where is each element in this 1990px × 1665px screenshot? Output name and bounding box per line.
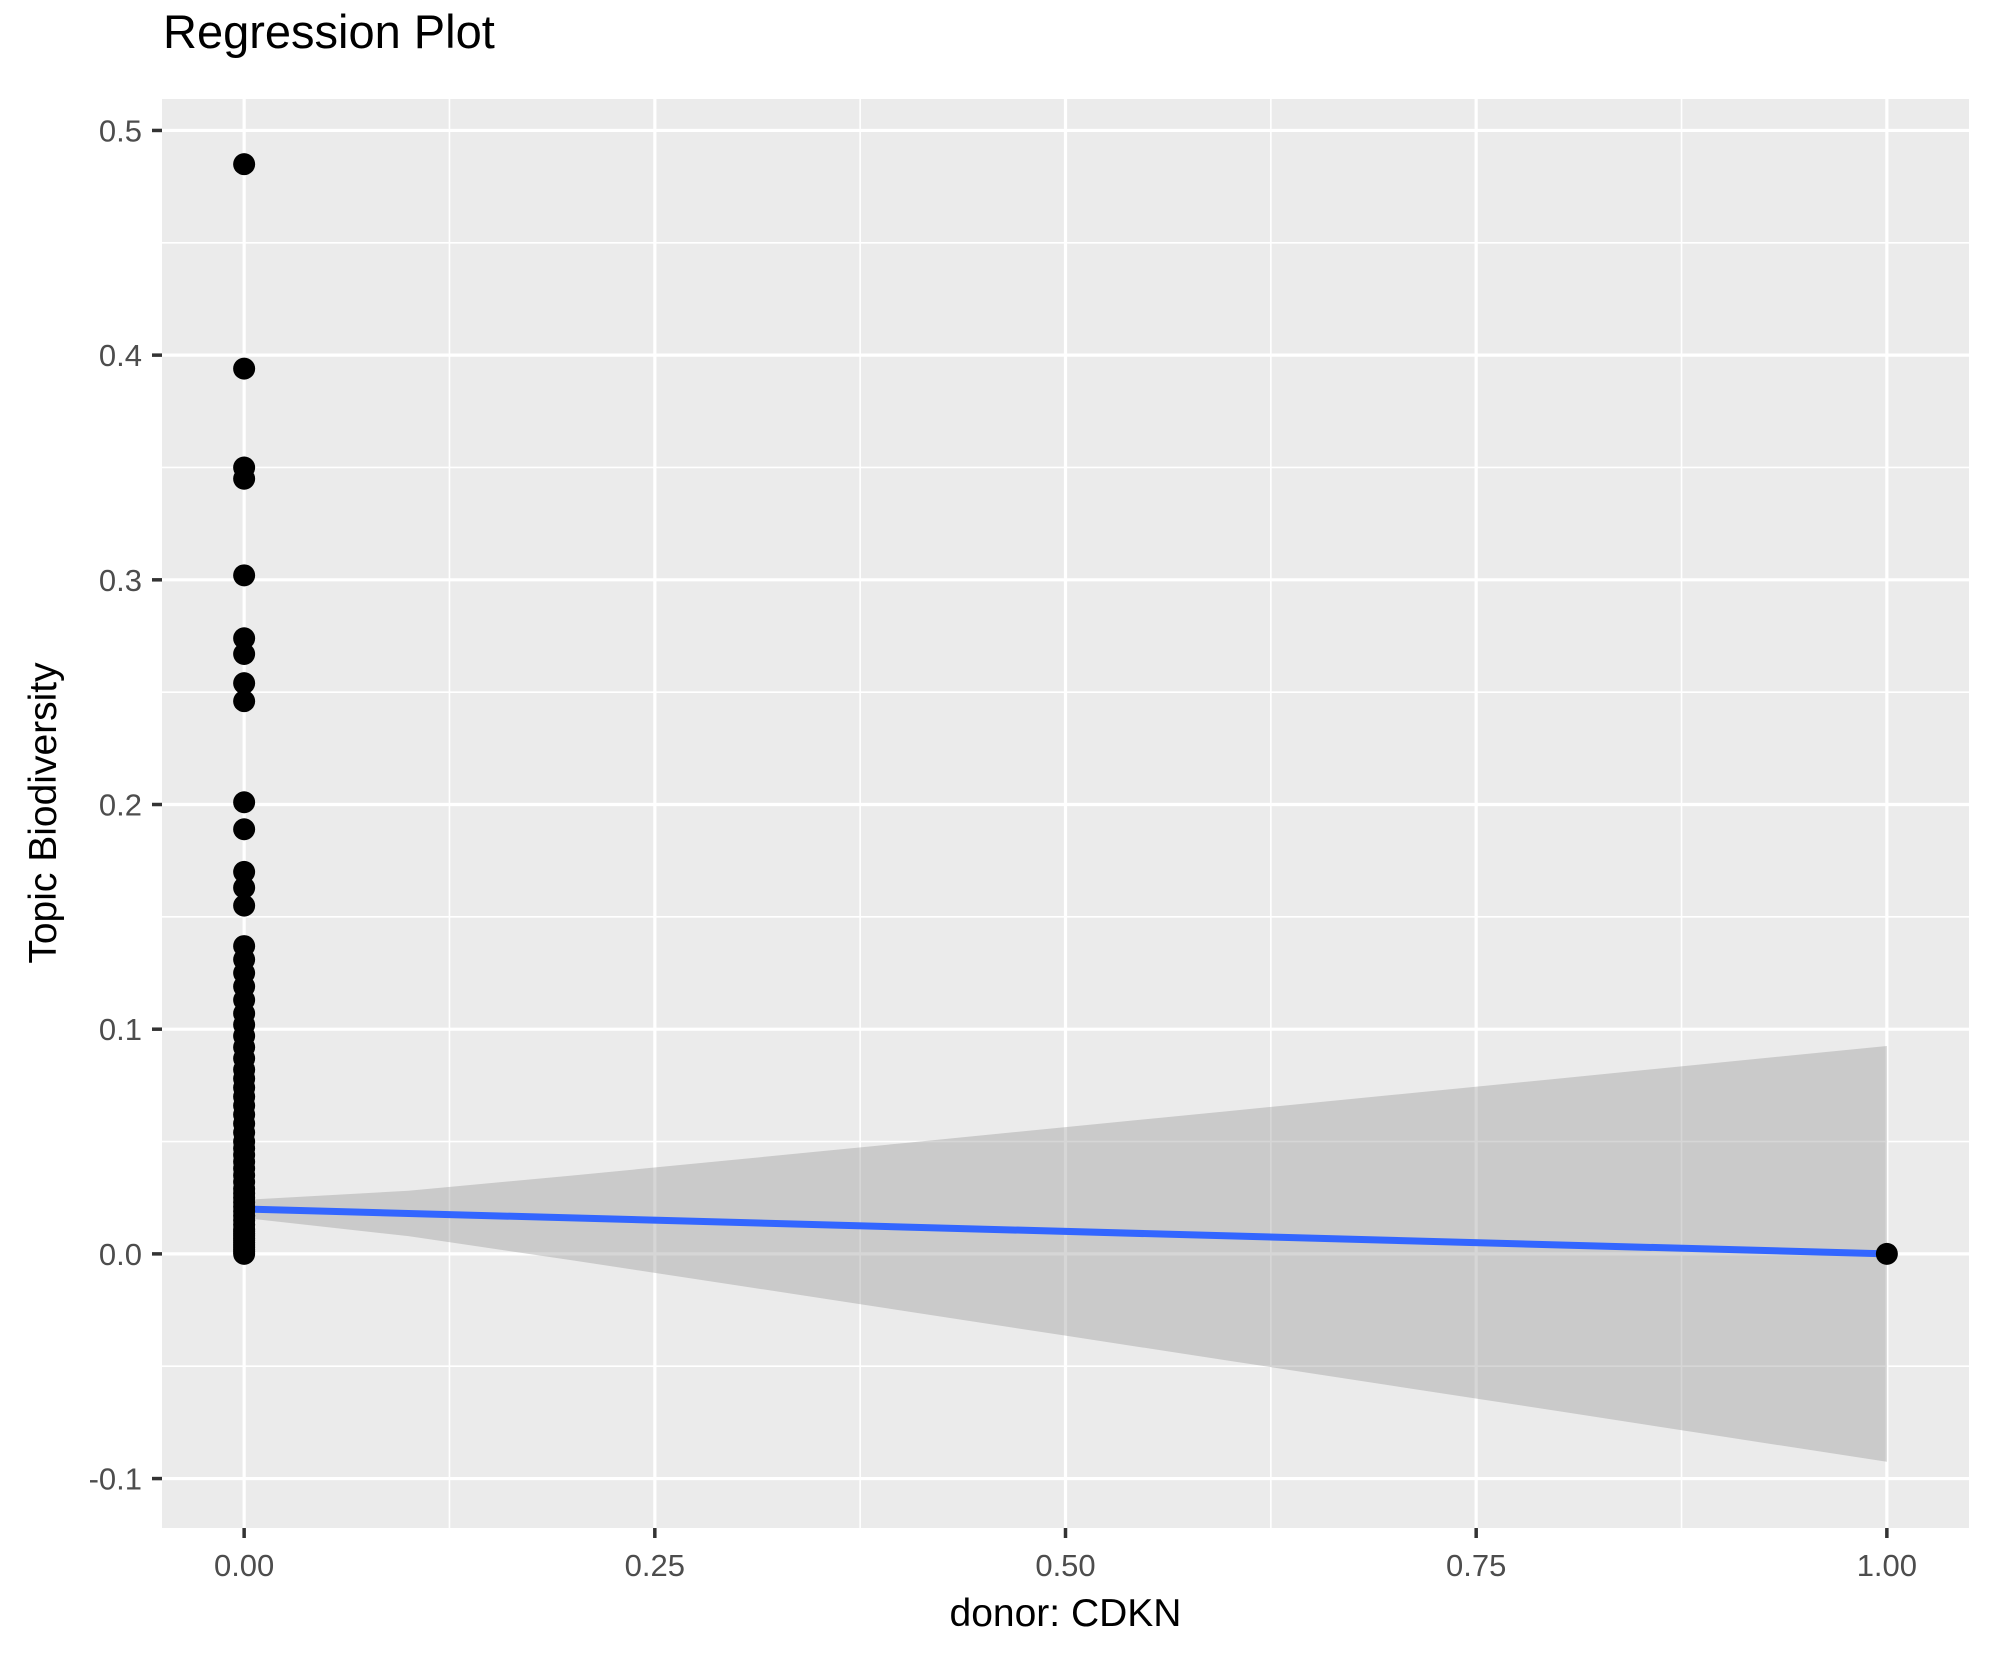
plot-title: Regression Plot	[163, 5, 495, 58]
confidence-ribbon	[244, 1046, 1887, 1462]
scatter-point	[233, 791, 256, 814]
scatter-point	[233, 153, 256, 176]
x-tick-label: 0.25	[625, 1548, 685, 1583]
y-tick-label: 0.5	[99, 113, 142, 148]
y-axis-title: Topic Biodiversity	[22, 662, 65, 964]
y-tick-label: 0.0	[99, 1237, 142, 1272]
scatter-point	[233, 672, 256, 695]
y-tick-label: 0.4	[99, 338, 142, 373]
regression-line	[244, 1205, 1887, 1258]
x-tick-label: 0.75	[1446, 1548, 1506, 1583]
scatter-point	[233, 860, 256, 883]
y-tick-label: 0.2	[99, 788, 142, 823]
y-tick-label: 0.1	[99, 1012, 142, 1047]
x-tick-label: 0.00	[214, 1548, 274, 1583]
x-tick-label: 0.50	[1035, 1548, 1095, 1583]
scatter-point	[233, 357, 256, 380]
scatter-point	[1875, 1242, 1898, 1265]
x-axis-title: donor: CDKN	[949, 1592, 1182, 1635]
y-tick-label: -0.1	[89, 1462, 142, 1497]
scatter-point	[233, 690, 256, 713]
x-tick-label: 1.00	[1857, 1548, 1917, 1583]
scatter-point	[233, 642, 256, 665]
y-tick-label: 0.3	[99, 563, 142, 598]
scatter-point	[233, 1242, 256, 1265]
scatter-point	[233, 894, 256, 917]
scatter-point	[233, 627, 256, 650]
scatter-point	[233, 876, 256, 899]
scatter-point	[233, 564, 256, 587]
scatter-point	[233, 467, 256, 490]
scatter-point	[233, 818, 256, 841]
